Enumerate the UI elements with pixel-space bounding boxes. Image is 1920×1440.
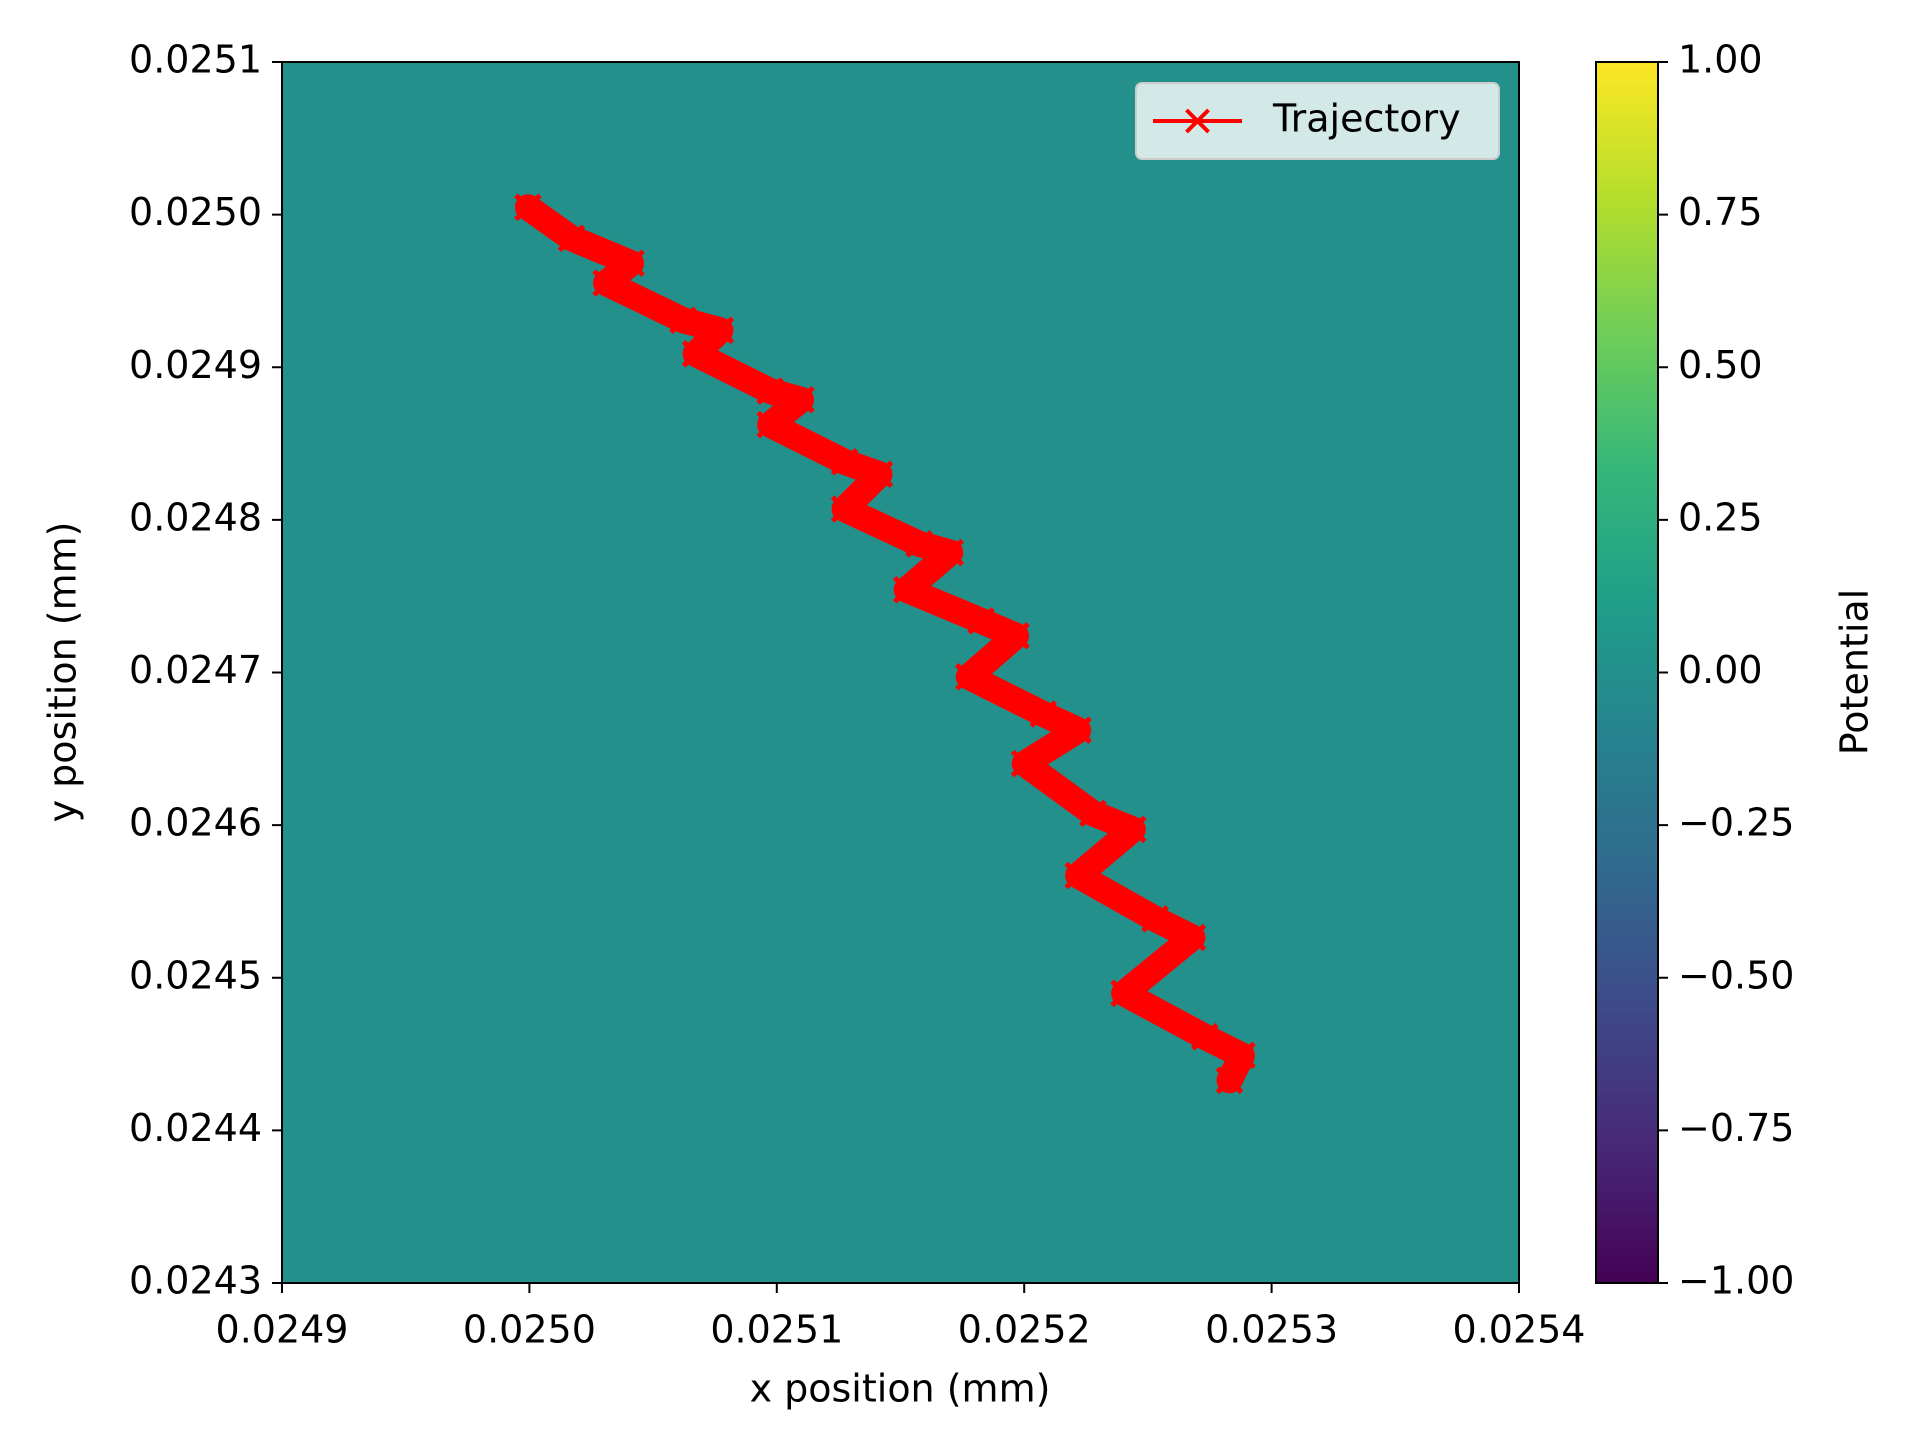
- legend-box: [1135, 82, 1500, 160]
- trajectory-marker: [1029, 700, 1058, 728]
- trajectory-marker: [681, 340, 710, 368]
- y-tick-label: 0.0248: [129, 495, 262, 539]
- trajectory-marker: [892, 576, 921, 604]
- y-tick-label: 0.0245: [129, 953, 262, 997]
- colorbar-tick-label: 0.25: [1678, 495, 1763, 539]
- trajectory-marker: [669, 306, 697, 335]
- trajectory-marker: [955, 663, 983, 691]
- trajectory-marker: [1191, 1023, 1219, 1051]
- trajectory-marker: [905, 530, 933, 558]
- colorbar: [1595, 61, 1659, 1284]
- trajectory-marker: [865, 460, 894, 489]
- x-tick-label: 0.0253: [1205, 1308, 1338, 1352]
- trajectory-marker: [830, 448, 859, 476]
- y-tick-label: 0.0247: [129, 648, 262, 692]
- y-tick-label: 0.0246: [129, 801, 262, 845]
- y-tick-label: 0.0250: [129, 190, 262, 234]
- x-tick-label: 0.0249: [216, 1308, 349, 1352]
- trajectory-marker: [1064, 716, 1092, 744]
- colorbar-tick-label: 0.00: [1678, 648, 1763, 692]
- trajectory-marker: [1141, 905, 1169, 933]
- trajectory-marker: [1178, 923, 1207, 952]
- trajectory-marker: [1215, 1066, 1244, 1095]
- trajectory-marker: [1119, 815, 1147, 844]
- trajectory-marker: [1002, 621, 1030, 650]
- trajectory-marker: [1110, 979, 1138, 1008]
- trajectory-marker: [1079, 799, 1107, 828]
- colorbar-tick-label: −0.75: [1678, 1106, 1794, 1150]
- trajectory-marker: [1064, 861, 1092, 890]
- legend-marker: [1185, 108, 1210, 134]
- x-axis-label: x position (mm): [750, 1367, 1051, 1411]
- x-tick-label: 0.0251: [710, 1308, 843, 1352]
- trajectory-marker: [830, 495, 859, 523]
- trajectory-marker: [706, 316, 735, 345]
- legend-label: Trajectory: [1272, 97, 1461, 141]
- colorbar-label: Potential: [1833, 589, 1877, 755]
- colorbar-tick-label: −1.00: [1678, 1259, 1794, 1303]
- trajectory-marker: [1010, 749, 1039, 778]
- y-axis-label: y position (mm): [41, 522, 85, 823]
- colorbar-tick-label: 0.75: [1678, 190, 1763, 234]
- trajectory-marker: [967, 607, 995, 635]
- trajectory-marker: [756, 410, 784, 439]
- y-tick-label: 0.0249: [129, 343, 262, 387]
- potential-field: [282, 62, 1519, 1283]
- colorbar-tick-label: −0.25: [1678, 801, 1794, 845]
- colorbar-tick-label: 0.50: [1678, 343, 1763, 387]
- trajectory-marker: [557, 224, 586, 253]
- y-tick-label: 0.0251: [129, 38, 262, 82]
- colorbar-tick-label: 1.00: [1678, 38, 1763, 82]
- trajectory-marker: [787, 385, 815, 414]
- x-tick-label: 0.0250: [463, 1308, 596, 1352]
- x-tick-label: 0.0254: [1453, 1308, 1586, 1352]
- colorbar-tick-label: −0.50: [1678, 953, 1794, 997]
- trajectory-marker: [756, 377, 784, 405]
- trajectory-marker: [514, 193, 542, 222]
- trajectory-marker: [1228, 1041, 1256, 1070]
- trajectory-marker: [936, 538, 964, 567]
- x-tick-label: 0.0252: [958, 1308, 1091, 1352]
- y-tick-label: 0.0243: [129, 1259, 262, 1303]
- y-tick-label: 0.0244: [129, 1106, 262, 1150]
- trajectory-marker: [592, 269, 620, 297]
- trajectory-marker: [617, 249, 645, 277]
